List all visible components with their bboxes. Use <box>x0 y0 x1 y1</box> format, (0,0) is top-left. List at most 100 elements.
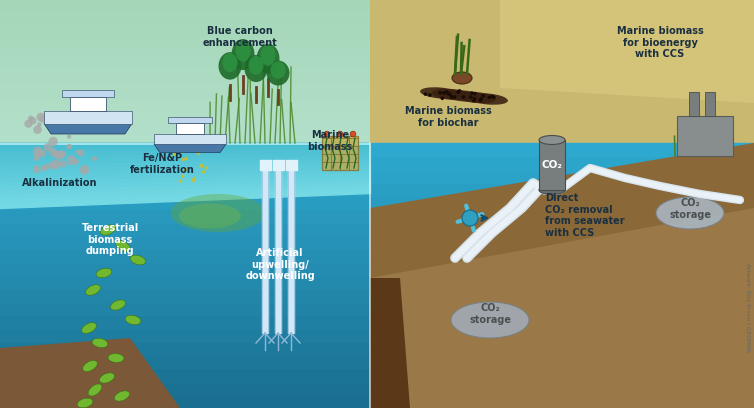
Circle shape <box>201 170 205 174</box>
Circle shape <box>487 95 491 99</box>
Text: Terrestrial
biomass
dumping: Terrestrial biomass dumping <box>81 223 139 256</box>
Circle shape <box>192 179 195 182</box>
Ellipse shape <box>468 93 508 105</box>
Circle shape <box>67 135 72 139</box>
Circle shape <box>440 97 444 100</box>
Ellipse shape <box>539 135 565 144</box>
Circle shape <box>48 137 58 146</box>
Circle shape <box>68 144 72 148</box>
FancyBboxPatch shape <box>689 92 699 116</box>
Ellipse shape <box>115 240 130 252</box>
Circle shape <box>453 95 456 99</box>
Circle shape <box>210 136 213 140</box>
Ellipse shape <box>451 302 529 338</box>
Circle shape <box>446 91 449 94</box>
Ellipse shape <box>256 44 280 74</box>
Polygon shape <box>500 0 754 103</box>
Polygon shape <box>0 143 370 208</box>
Circle shape <box>41 165 47 171</box>
Ellipse shape <box>271 61 286 79</box>
Ellipse shape <box>97 268 112 278</box>
Circle shape <box>53 151 60 158</box>
Circle shape <box>24 120 32 128</box>
Circle shape <box>74 116 83 125</box>
Circle shape <box>39 150 46 157</box>
Text: CO₂
storage: CO₂ storage <box>469 303 511 325</box>
Ellipse shape <box>420 87 460 99</box>
Circle shape <box>49 148 57 156</box>
Text: Direct
CO₂ removal
from seawater
with CCS: Direct CO₂ removal from seawater with CC… <box>545 193 624 238</box>
Ellipse shape <box>110 300 126 310</box>
Polygon shape <box>0 338 180 408</box>
FancyBboxPatch shape <box>70 97 106 111</box>
Circle shape <box>448 93 452 96</box>
Circle shape <box>60 160 66 167</box>
Ellipse shape <box>100 373 115 383</box>
Circle shape <box>458 89 461 93</box>
Polygon shape <box>320 278 410 408</box>
FancyBboxPatch shape <box>677 116 733 156</box>
Text: Marine biomass
for bioenergy
with CCS: Marine biomass for bioenergy with CCS <box>617 26 703 59</box>
Circle shape <box>183 168 187 171</box>
Text: Artificial
upwelling/
downwelling: Artificial upwelling/ downwelling <box>245 248 315 281</box>
Ellipse shape <box>249 56 263 75</box>
Circle shape <box>59 150 66 158</box>
Circle shape <box>462 210 478 226</box>
Circle shape <box>181 158 185 162</box>
Circle shape <box>78 149 84 157</box>
Circle shape <box>100 111 109 120</box>
Circle shape <box>492 95 495 99</box>
Circle shape <box>324 131 329 137</box>
Ellipse shape <box>88 384 102 396</box>
Circle shape <box>69 123 76 130</box>
Text: Blue carbon
enhancement: Blue carbon enhancement <box>203 26 277 48</box>
Circle shape <box>442 91 446 95</box>
Polygon shape <box>154 134 226 144</box>
Circle shape <box>182 138 186 142</box>
Circle shape <box>75 116 82 123</box>
Circle shape <box>197 151 200 155</box>
Ellipse shape <box>222 53 238 72</box>
Ellipse shape <box>452 72 472 84</box>
Ellipse shape <box>92 338 108 348</box>
Circle shape <box>337 131 343 137</box>
Circle shape <box>184 157 188 160</box>
Circle shape <box>192 177 196 181</box>
Text: Alkalinization: Alkalinization <box>23 178 98 188</box>
Circle shape <box>44 164 49 169</box>
Circle shape <box>470 91 474 95</box>
Ellipse shape <box>266 60 290 86</box>
Circle shape <box>450 95 454 99</box>
Circle shape <box>75 159 79 163</box>
Circle shape <box>36 113 45 122</box>
Text: Marine
biomass: Marine biomass <box>308 130 353 152</box>
Circle shape <box>66 144 72 149</box>
Text: CO₂
storage: CO₂ storage <box>669 198 711 220</box>
Circle shape <box>29 117 36 124</box>
Circle shape <box>90 116 96 122</box>
Circle shape <box>54 112 62 120</box>
FancyBboxPatch shape <box>62 90 115 97</box>
Circle shape <box>73 160 78 164</box>
Ellipse shape <box>85 285 100 295</box>
Circle shape <box>28 115 33 121</box>
Text: CO₂: CO₂ <box>541 160 562 170</box>
Ellipse shape <box>432 89 472 100</box>
Circle shape <box>80 165 90 175</box>
Ellipse shape <box>81 323 97 333</box>
Circle shape <box>472 99 476 102</box>
Polygon shape <box>370 143 754 278</box>
Circle shape <box>191 135 195 138</box>
Circle shape <box>32 146 42 156</box>
Circle shape <box>479 99 482 102</box>
Ellipse shape <box>656 197 724 229</box>
Ellipse shape <box>125 315 141 325</box>
Circle shape <box>32 165 41 173</box>
Ellipse shape <box>83 360 97 372</box>
Circle shape <box>44 143 52 151</box>
Circle shape <box>461 95 465 99</box>
Polygon shape <box>44 124 132 134</box>
Ellipse shape <box>444 90 484 102</box>
Ellipse shape <box>219 52 241 80</box>
Ellipse shape <box>260 45 275 66</box>
